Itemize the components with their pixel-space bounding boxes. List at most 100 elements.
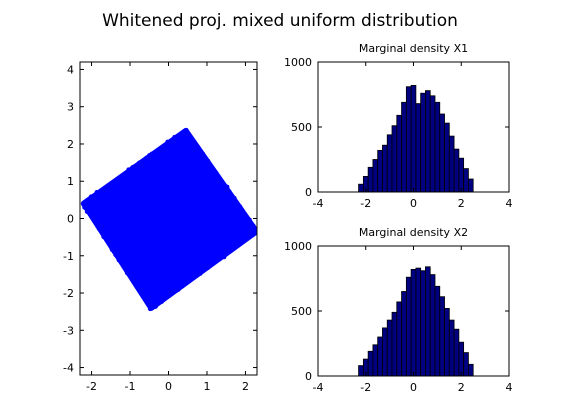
marginal-x1-xtick-label: 2 <box>458 197 465 210</box>
scatter-point <box>217 178 222 184</box>
marginal-x1-bar <box>420 92 426 193</box>
scatter-point <box>176 287 181 292</box>
scatter-point <box>214 170 219 176</box>
scatter-point <box>152 301 158 306</box>
marginal-x2-bar <box>444 307 450 377</box>
scatter-point <box>180 284 185 289</box>
scatter-point <box>227 191 233 196</box>
marginal-x2-ytick-label: 1000 <box>284 240 312 253</box>
scatter-point <box>117 176 122 181</box>
scatter-point <box>129 169 135 174</box>
scatter-point <box>250 223 256 228</box>
marginal-x1-ytick-label: 500 <box>291 121 312 134</box>
marginal-x2-bar <box>410 268 417 377</box>
marginal-x2-bar <box>420 270 426 377</box>
scatter-point <box>251 230 256 235</box>
marginal-x1-bar <box>386 134 393 193</box>
figure-title: Whitened proj. mixed uniform distributio… <box>102 11 458 31</box>
scatter-point <box>129 275 135 280</box>
scatter-point <box>115 252 121 258</box>
scatter-point <box>215 175 220 180</box>
scatter-point <box>210 261 215 267</box>
scatter-point <box>193 146 199 151</box>
marginal-x2-ytick-label: 500 <box>291 305 312 318</box>
marginal-x2-title: Marginal density X2 <box>359 226 468 239</box>
marginal-x2-bar <box>453 328 460 377</box>
marginal-x2-xtick-label: -2 <box>360 381 371 394</box>
marginal-x1-bar <box>401 101 407 193</box>
marginal-x1-bar <box>396 114 402 193</box>
scatter-point <box>235 242 241 247</box>
marginal-x1-ytick-label: 0 <box>305 186 312 199</box>
scatter-point <box>106 240 111 246</box>
marginal-x1-axes: Marginal density X1 -4 -2 0 2 4 0 500 1000 <box>284 42 513 210</box>
marginal-x2-bar <box>367 350 374 377</box>
scatter-point <box>167 139 172 145</box>
scatter-point <box>147 306 153 312</box>
scatter-point <box>150 152 155 158</box>
scatter-point <box>96 226 102 231</box>
marginal-x1-xtick-label: -2 <box>360 197 371 210</box>
marginal-x2-bar <box>468 363 474 377</box>
scatter-ytick-label: 1 <box>67 175 74 188</box>
scatter-ytick-label: -1 <box>63 250 74 263</box>
scatter-point <box>213 258 218 263</box>
marginal-x1-bar <box>382 144 388 193</box>
marginal-x2-bar <box>372 344 379 377</box>
scatter-point <box>241 211 246 217</box>
marginal-x2-bar <box>391 311 398 377</box>
scatter-xtick-label: 1 <box>203 380 210 393</box>
scatter-point <box>88 199 93 204</box>
marginal-x1-bar <box>444 122 450 193</box>
scatter-xtick-label: 0 <box>165 380 172 393</box>
marginal-x2-bar <box>382 327 388 377</box>
scatter-point <box>244 235 249 240</box>
scatter-point <box>225 184 230 190</box>
scatter-point <box>182 280 187 285</box>
scatter-ytick-label: 3 <box>67 101 74 114</box>
scatter-xtick-label: 2 <box>242 380 249 393</box>
scatter-point <box>221 254 227 260</box>
scatter-ytick-label: -4 <box>63 362 74 375</box>
marginal-x2-xtick-label: 0 <box>410 381 417 394</box>
scatter-point <box>111 179 116 185</box>
scatter-point <box>124 269 130 274</box>
scatter-point <box>122 263 128 268</box>
scatter-point <box>137 287 142 292</box>
scatter-point <box>155 148 160 154</box>
marginal-x1-bar <box>463 168 469 193</box>
marginal-x2-bar <box>401 291 407 377</box>
scatter-point <box>116 258 122 263</box>
marginal-x1-bar <box>377 149 383 193</box>
scatter-xtick-label: -1 <box>125 380 136 393</box>
marginal-x2-bar <box>458 341 465 377</box>
scatter-point <box>232 195 237 201</box>
scatter-point <box>172 288 178 293</box>
scatter-point <box>138 291 144 296</box>
scatter-point <box>189 137 194 142</box>
scatter-point <box>143 296 148 302</box>
scatter-point <box>95 193 100 198</box>
marginal-x1-bar <box>439 113 445 193</box>
scatter-ytick-label: -2 <box>63 287 74 300</box>
marginal-x2-bar <box>386 319 393 377</box>
marginal-x2-xtick-label: -4 <box>313 381 324 394</box>
marginal-x1-bar <box>372 159 379 193</box>
scatter-point <box>201 267 207 272</box>
scatter-point <box>124 171 129 177</box>
scatter-point <box>227 246 232 252</box>
marginal-x2-bar <box>425 266 431 377</box>
marginal-x2-bar <box>405 276 412 377</box>
marginal-x2-bar <box>463 352 469 377</box>
scatter-point <box>89 213 94 218</box>
scatter-point <box>205 158 211 163</box>
scatter-point <box>144 155 149 161</box>
scatter-point <box>163 144 168 149</box>
marginal-x1-bar <box>458 157 465 193</box>
scatter-point <box>136 160 142 166</box>
scatter-point <box>202 155 208 161</box>
scatter-ytick-label: 0 <box>67 213 74 226</box>
marginal-x1-xtick-label: 0 <box>410 197 417 210</box>
scatter-ytick-label: -3 <box>63 324 74 337</box>
marginal-x1-bar <box>434 101 441 193</box>
